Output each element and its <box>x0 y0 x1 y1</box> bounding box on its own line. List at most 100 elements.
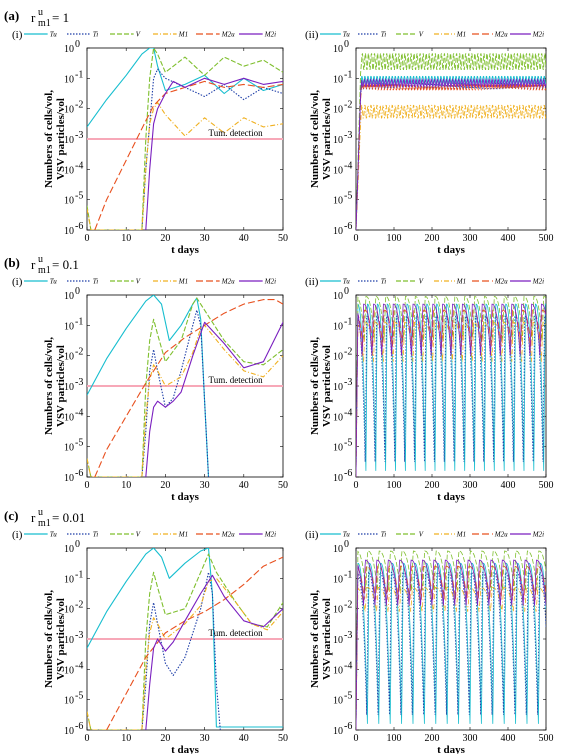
y-tick-label: 10 -5 <box>64 191 83 207</box>
x-tick-label: 30 <box>200 480 210 491</box>
y-tick-exponent: -2 <box>75 347 83 358</box>
y-tick-base: 10 <box>64 574 74 585</box>
y-tick-label: 10 -4 <box>333 660 352 676</box>
legend-label-M2u: M2u <box>221 278 235 286</box>
y-tick-label: 10 -5 <box>333 438 352 454</box>
panel-sublabel: (i) <box>12 29 23 41</box>
legend-label-M2u: M2u <box>221 531 235 539</box>
x-tick-label: 100 <box>387 733 402 744</box>
param-sup: u <box>38 507 43 518</box>
y-tick-label: 10 -4 <box>333 160 352 176</box>
legend-label-M2i: M2i <box>532 531 544 539</box>
y-tick-exponent: 0 <box>344 286 349 297</box>
series-Tu <box>87 48 283 128</box>
y-tick-base: 10 <box>333 473 343 484</box>
y-tick-label: 10 -6 <box>64 221 83 237</box>
y-tick-label: 10 -4 <box>64 160 83 176</box>
x-tick-label: 30 <box>200 733 210 744</box>
series-V <box>356 550 546 730</box>
y-tick-exponent: -1 <box>75 316 83 327</box>
y-tick-label: 10 -5 <box>333 691 352 707</box>
x-axis-label: t days <box>437 491 466 503</box>
y-tick-base: 10 <box>333 443 343 454</box>
series-Tu <box>356 75 546 230</box>
x-tick-label: 400 <box>501 480 516 491</box>
y-axis-label-line1: Numbers of cells/vol, <box>43 590 55 688</box>
legend-label-V: V <box>419 31 424 39</box>
legend-label-M2i: M2i <box>264 531 276 539</box>
legend-label-Ti: Ti <box>93 531 99 539</box>
legend: Tu Ti V M1 M2u M2i <box>320 278 544 286</box>
param-sup: u <box>38 7 43 18</box>
legend-label-M1: M1 <box>178 31 188 39</box>
y-tick-base: 10 <box>333 412 343 423</box>
y-tick-base: 10 <box>333 44 343 55</box>
y-tick-base: 10 <box>64 443 74 454</box>
y-tick-base: 10 <box>333 74 343 85</box>
series-M2i <box>145 321 283 477</box>
x-tick-label: 10 <box>121 733 131 744</box>
y-tick-label: 10 -4 <box>64 660 83 676</box>
legend-label-Ti: Ti <box>381 31 387 39</box>
y-tick-exponent: -3 <box>344 377 352 388</box>
row-label: (c) <box>4 508 18 523</box>
x-axis-label: t days <box>171 744 200 754</box>
series-Ti <box>141 68 283 230</box>
series-Ti <box>141 309 210 477</box>
y-tick-base: 10 <box>64 196 74 207</box>
y-tick-base: 10 <box>64 74 74 85</box>
y-tick-exponent: -2 <box>344 100 352 111</box>
y-tick-label: 10 -3 <box>64 377 83 393</box>
y-tick-base: 10 <box>64 382 74 393</box>
x-tick-label: 200 <box>425 480 440 491</box>
y-tick-base: 10 <box>64 105 74 116</box>
y-tick-exponent: -2 <box>344 600 352 611</box>
y-tick-base: 10 <box>333 352 343 363</box>
y-tick-exponent: -5 <box>75 191 83 202</box>
y-tick-exponent: -6 <box>344 721 352 732</box>
y-tick-exponent: 0 <box>344 539 349 550</box>
legend-label-Tu: Tu <box>50 31 58 39</box>
y-tick-base: 10 <box>64 44 74 55</box>
tumour-detection-label: Tum. detection <box>209 128 264 138</box>
y-axis-label-line2: VSV particles/vol <box>321 98 333 180</box>
param-sub: m1 <box>38 18 51 29</box>
series-M2i <box>356 303 546 477</box>
y-axis-label-line1: Numbers of cells/vol, <box>43 337 55 435</box>
y-tick-exponent: -3 <box>344 630 352 641</box>
y-tick-base: 10 <box>64 291 74 302</box>
series-Tu <box>87 295 210 477</box>
y-tick-exponent: -5 <box>344 438 352 449</box>
y-tick-base: 10 <box>64 352 74 363</box>
x-tick-label: 200 <box>425 233 440 244</box>
series-M1 <box>87 102 283 230</box>
param-sub: m1 <box>38 265 51 276</box>
legend-label-Tu: Tu <box>50 278 58 286</box>
y-tick-exponent: -6 <box>75 468 83 479</box>
y-tick-base: 10 <box>333 726 343 737</box>
x-tick-label: 0 <box>85 233 90 244</box>
series-Ti <box>141 571 221 730</box>
x-axis-label: t days <box>437 744 466 754</box>
x-tick-label: 10 <box>121 233 131 244</box>
y-tick-base: 10 <box>64 135 74 146</box>
row-2: (c) r um1 = 0.01 <box>4 507 85 529</box>
x-tick-label: 20 <box>160 233 170 244</box>
y-tick-label: 10 -3 <box>64 130 83 146</box>
x-tick-label: 300 <box>463 233 478 244</box>
y-tick-exponent: -5 <box>75 691 83 702</box>
y-tick-base: 10 <box>333 196 343 207</box>
y-tick-label: 10 0 <box>64 39 80 55</box>
series-M2u <box>356 565 546 730</box>
y-tick-base: 10 <box>333 321 343 332</box>
x-tick-label: 100 <box>387 233 402 244</box>
y-tick-exponent: -1 <box>75 569 83 580</box>
y-tick-base: 10 <box>64 544 74 555</box>
y-tick-base: 10 <box>64 635 74 646</box>
x-tick-label: 0 <box>85 480 90 491</box>
y-tick-exponent: -6 <box>344 468 352 479</box>
